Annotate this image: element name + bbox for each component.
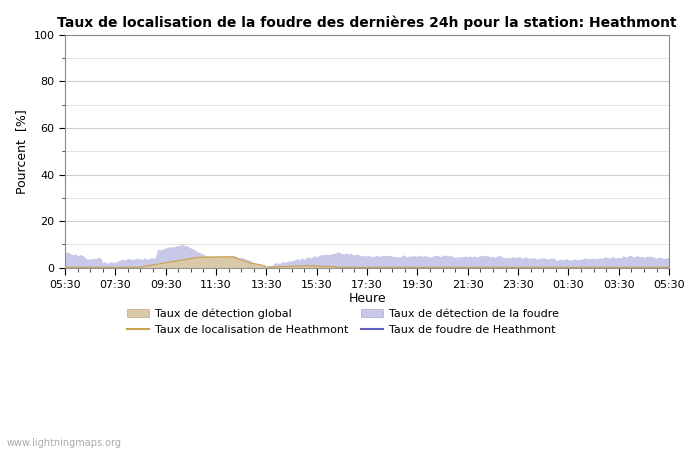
Text: www.lightningmaps.org: www.lightningmaps.org [7, 438, 122, 448]
Y-axis label: Pourcent  [%]: Pourcent [%] [15, 109, 28, 194]
X-axis label: Heure: Heure [349, 292, 386, 305]
Legend: Taux de détection global, Taux de localisation de Heathmont, Taux de détection d: Taux de détection global, Taux de locali… [122, 304, 564, 339]
Title: Taux de localisation de la foudre des dernières 24h pour la station: Heathmont: Taux de localisation de la foudre des de… [57, 15, 677, 30]
